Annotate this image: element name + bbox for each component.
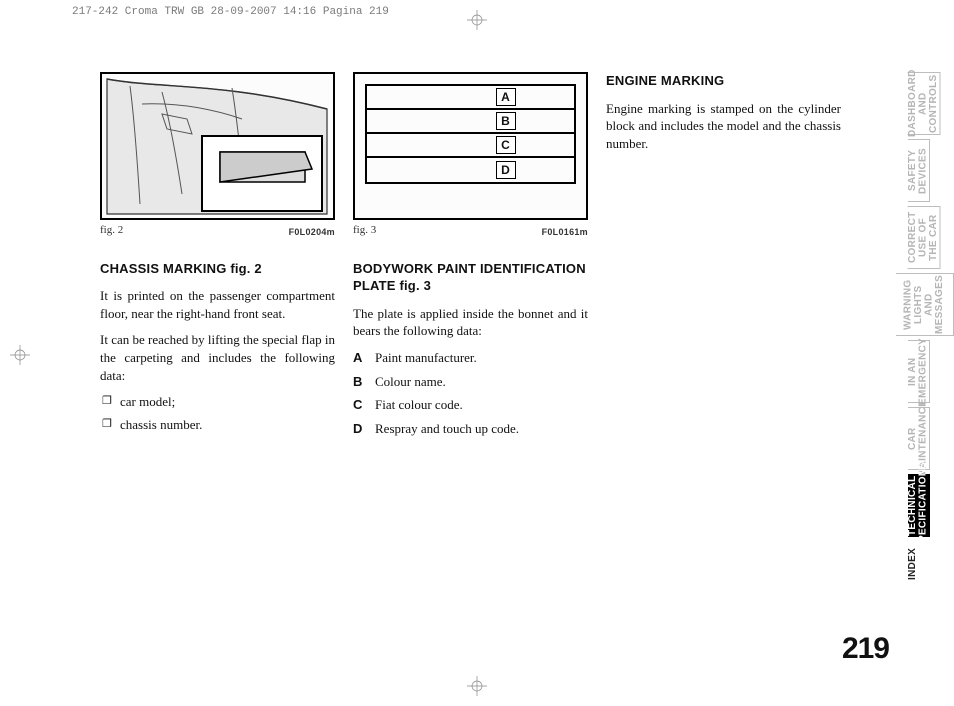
- def-val: Respray and touch up code.: [375, 420, 519, 438]
- bodywork-heading: BODYWORK PAINT IDENTIFICATION PLATE fig.…: [353, 260, 588, 295]
- def-key: A: [353, 349, 375, 367]
- list-item: car model;: [100, 393, 335, 411]
- tab-safety[interactable]: SAFETY DEVICES: [908, 139, 930, 202]
- list-item: chassis number.: [100, 416, 335, 434]
- side-tabs: DASHBOARD AND CONTROLS SAFETY DEVICES CO…: [908, 72, 954, 590]
- chassis-list: car model; chassis number.: [100, 393, 335, 433]
- chassis-p1: It is printed on the passenger compartme…: [100, 287, 335, 322]
- engine-heading: ENGINE MARKING: [606, 72, 841, 90]
- def-key: B: [353, 373, 375, 391]
- def-val: Paint manufacturer.: [375, 349, 477, 367]
- tab-emergency[interactable]: IN AN EMERGENCY: [908, 340, 930, 403]
- chassis-p2: It can be reached by lifting the special…: [100, 331, 335, 384]
- fig3-row-label: C: [496, 136, 516, 154]
- figure-2-code: F0L0204m: [289, 226, 335, 238]
- tab-dashboard[interactable]: DASHBOARD AND CONTROLS: [908, 72, 941, 135]
- tab-correct-use[interactable]: CORRECT USE OF THE CAR: [908, 206, 941, 269]
- page-number: 219: [842, 632, 889, 666]
- page-body: fig. 2 F0L0204m CHASSIS MARKING fig. 2 I…: [100, 72, 890, 672]
- figure-2-illustration: [102, 74, 333, 218]
- tab-warning[interactable]: WARNING LIGHTS AND MESSAGES: [896, 273, 954, 336]
- print-header: 217-242 Croma TRW GB 28-09-2007 14:16 Pa…: [72, 6, 389, 18]
- column-2: A B C D fig. 3 F0L0161m BODYWORK PAINT I…: [353, 72, 588, 443]
- def-key: C: [353, 396, 375, 414]
- def-key: D: [353, 420, 375, 438]
- figure-3-code: F0L0161m: [542, 226, 588, 238]
- figure-3: A B C D: [353, 72, 588, 220]
- tab-index[interactable]: INDEX: [908, 541, 919, 586]
- fig3-row-label: A: [496, 88, 516, 106]
- fig3-row-label: D: [496, 161, 516, 179]
- def-val: Fiat colour code.: [375, 396, 463, 414]
- figure-2-label: fig. 2: [100, 223, 123, 238]
- chassis-heading: CHASSIS MARKING fig. 2: [100, 260, 335, 278]
- figure-3-label: fig. 3: [353, 223, 376, 238]
- engine-p1: Engine marking is stamped on the cylinde…: [606, 100, 841, 153]
- register-mark-bottom: [467, 676, 487, 696]
- def-val: Colour name.: [375, 373, 446, 391]
- register-mark-top: [467, 10, 487, 30]
- figure-2: [100, 72, 335, 220]
- column-3: ENGINE MARKING Engine marking is stamped…: [606, 72, 841, 443]
- column-1: fig. 2 F0L0204m CHASSIS MARKING fig. 2 I…: [100, 72, 335, 443]
- fig3-row-label: B: [496, 112, 516, 130]
- bodywork-defs: APaint manufacturer. BColour name. CFiat…: [353, 349, 588, 437]
- register-mark-left: [10, 345, 30, 365]
- tab-maintenance[interactable]: CAR MAINTENANCE: [908, 407, 930, 470]
- tab-technical[interactable]: TECHNICAL SPECIFICATIONS: [908, 474, 930, 537]
- bodywork-p1: The plate is applied inside the bonnet a…: [353, 305, 588, 340]
